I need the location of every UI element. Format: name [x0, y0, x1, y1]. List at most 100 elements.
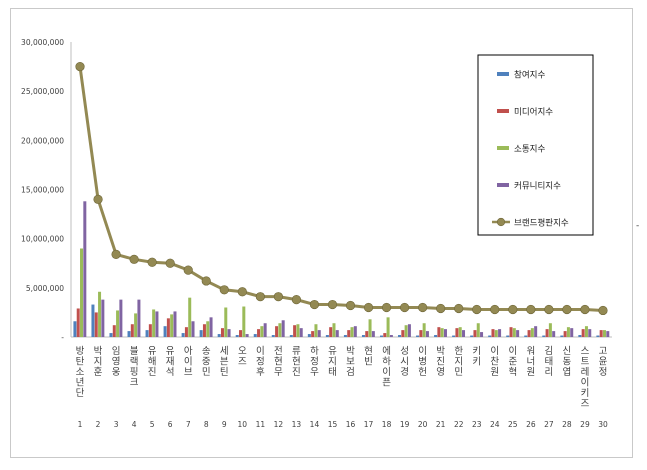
rank-label: 5	[150, 420, 155, 429]
bar-2-11	[257, 329, 261, 337]
legend-swatch-2	[497, 109, 509, 113]
rank-label: 20	[418, 420, 428, 429]
bar-1-3	[109, 333, 113, 337]
bar-1-30	[596, 335, 600, 337]
bar-2-3	[112, 325, 116, 337]
bar-1-23	[470, 335, 474, 337]
bar-4-4	[137, 299, 141, 337]
bar-2-6	[166, 318, 170, 337]
bar-3-6	[170, 314, 174, 337]
bar-3-14	[314, 324, 318, 337]
rank-label: 21	[436, 420, 446, 429]
bar-1-18	[379, 335, 383, 337]
bar-2-5	[148, 324, 152, 337]
bar-3-8	[206, 321, 210, 337]
line-point-26	[526, 304, 536, 315]
x-axis-categories: 방 탄 소 년 단 박 지 훈 임 영 웅 블 랙 핑 크 유 해 진 유 재 석 아 이 브 송 중 민 세 븐 틴 오 즈 이 정 후 전 현 무 류 현…	[76, 345, 608, 410]
bar-2-18	[383, 333, 387, 337]
bar-3-30	[602, 330, 606, 337]
rank-label: 18	[382, 420, 392, 429]
rank-label: 26	[526, 420, 536, 429]
rank-label: 22	[454, 420, 464, 429]
rank-label: 14	[310, 420, 320, 429]
y-tick-label: 5,000,000	[26, 284, 64, 293]
bar-4-18	[389, 335, 393, 337]
bar-1-22	[452, 335, 456, 337]
rank-label: 1	[78, 420, 83, 429]
line-point-12	[273, 292, 283, 302]
legend-swatch-3	[497, 146, 509, 150]
y-tick-label: 20,000,000	[21, 136, 64, 145]
line-point-1	[75, 61, 85, 72]
line-series	[75, 61, 608, 316]
line-point-21	[436, 303, 446, 314]
bar-2-24	[491, 329, 495, 337]
bar-3-16	[350, 327, 354, 337]
bar-1-11	[253, 334, 257, 337]
bar-1-25	[506, 335, 510, 337]
legend-box	[477, 54, 594, 236]
bar-2-27	[545, 329, 549, 337]
bar-3-24	[494, 330, 498, 337]
line-point-3	[111, 249, 121, 259]
rank-label: 13	[292, 420, 302, 429]
bar-2-22	[455, 328, 459, 337]
bar-4-9	[227, 329, 231, 337]
rank-label: 15	[328, 420, 338, 429]
legend-label: 커뮤니티지수	[514, 181, 561, 192]
rank-label: 17	[364, 420, 374, 429]
bar-1-9	[217, 334, 221, 337]
rank-label: 12	[274, 420, 284, 429]
bar-4-25	[516, 330, 520, 337]
line-point-6	[165, 258, 175, 268]
bar-1-7	[181, 333, 185, 337]
bar-3-3	[116, 310, 120, 337]
line-point-20	[418, 302, 428, 313]
bar-2-14	[311, 331, 315, 337]
bar-1-12	[271, 335, 275, 337]
bar-2-12	[275, 326, 279, 337]
bar-4-24	[498, 329, 502, 337]
bar-1-10	[235, 335, 239, 337]
bar-2-13	[293, 325, 297, 337]
bar-2-26	[527, 330, 531, 337]
bar-2-28	[563, 331, 567, 337]
bar-3-9	[224, 307, 228, 337]
bar-2-8	[202, 324, 206, 337]
rank-label: 11	[256, 420, 266, 429]
bar-3-21	[440, 328, 444, 337]
bar-3-11	[260, 326, 264, 337]
line-point-15	[327, 299, 338, 310]
rank-label: 16	[346, 420, 356, 429]
bar-4-21	[443, 329, 447, 337]
line-point-22	[454, 303, 464, 314]
bar-3-25	[512, 328, 516, 337]
rank-label: 6	[168, 420, 173, 429]
legend-label: 참여지수	[514, 70, 545, 81]
bar-1-8	[199, 330, 203, 337]
bar-2-10	[239, 330, 243, 337]
legend-swatch-1	[497, 72, 509, 76]
bar-1-1	[73, 321, 77, 337]
bar-1-13	[289, 335, 293, 337]
line-point-9	[219, 285, 229, 295]
bar-2-15	[329, 327, 333, 337]
bar-2-17	[365, 331, 369, 337]
